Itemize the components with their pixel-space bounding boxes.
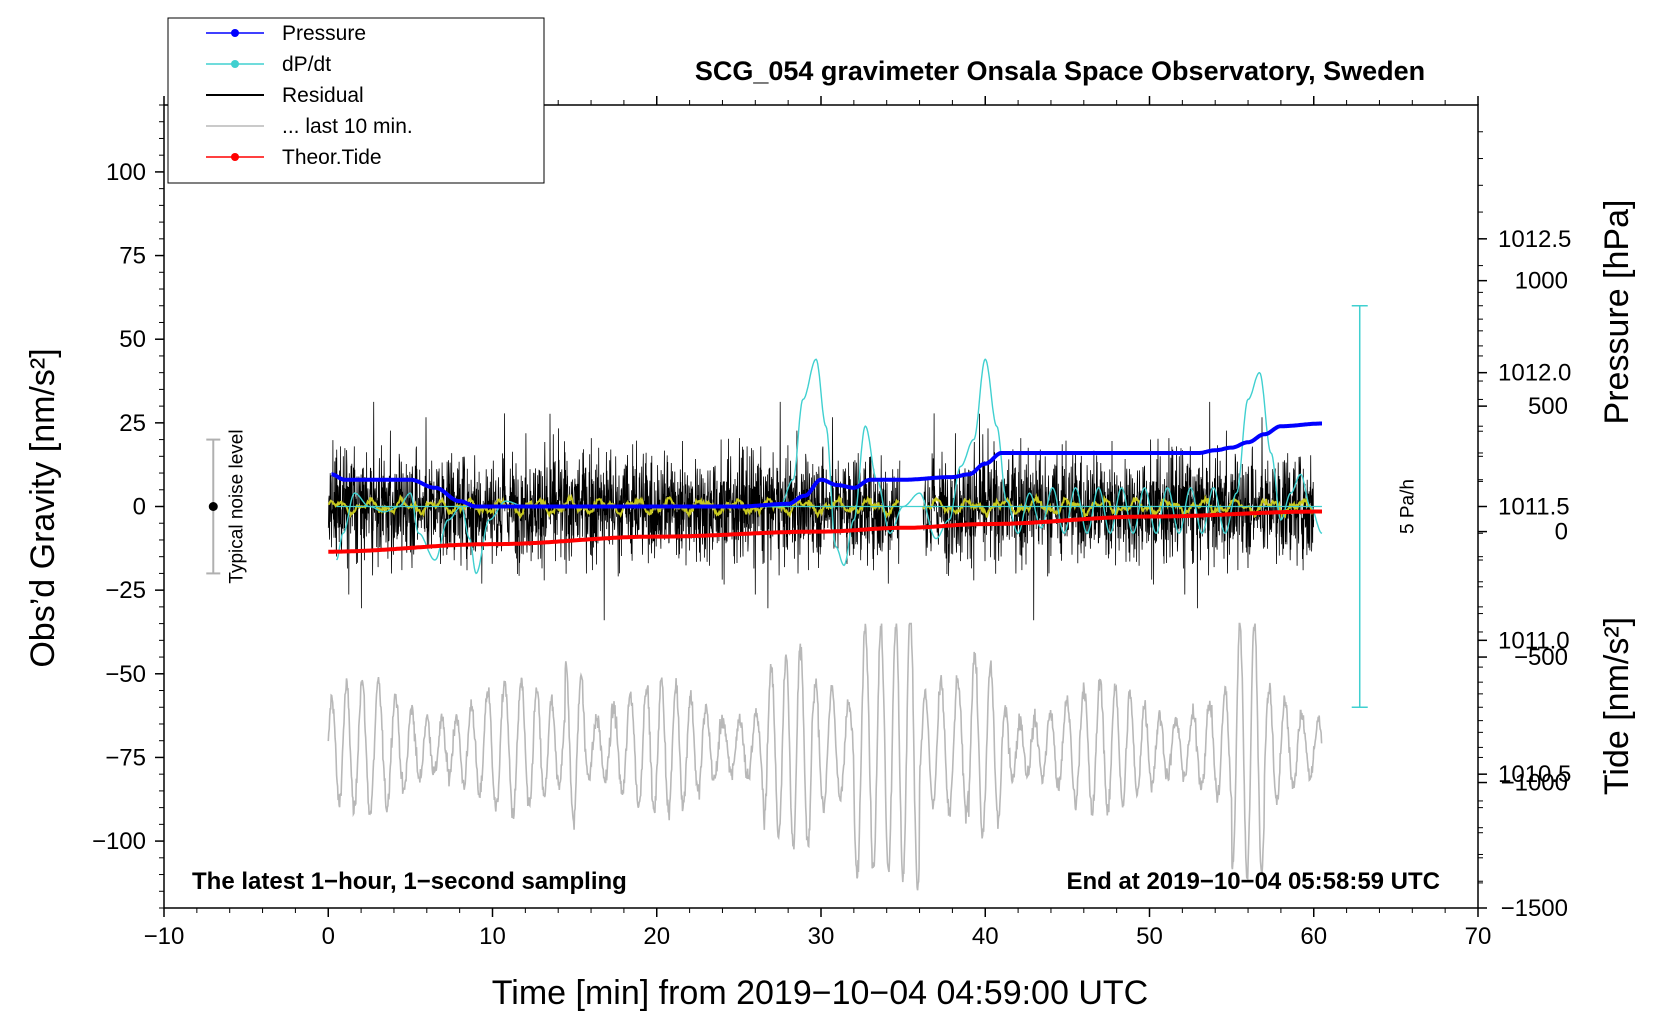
chart-title: SCG_054 gravimeter Onsala Space Observat… — [695, 56, 1425, 86]
y-tick-label: −75 — [105, 744, 146, 771]
y-tick-label: 0 — [133, 494, 146, 521]
legend-label: Residual — [282, 84, 364, 107]
data-layer — [327, 358, 1323, 891]
tide-tick-label: 0 — [1555, 519, 1568, 546]
x-tick-label: 70 — [1465, 923, 1492, 950]
y-axis-title-gravity: Obs’d Gravity [nm/s²] — [24, 348, 62, 667]
x-tick-label: −10 — [144, 923, 185, 950]
legend-label: dP/dt — [282, 53, 331, 76]
legend-marker — [231, 29, 239, 37]
tide-tick-label: 1000 — [1515, 268, 1568, 295]
legend: Pressure dP/dt Residual ... last 10 min. The… — [167, 17, 545, 184]
pressure-tick-label: 1010.5 — [1498, 761, 1571, 788]
x-tick-label: 30 — [808, 923, 835, 950]
note-sampling: The latest 1−hour, 1−second sampling — [192, 868, 627, 895]
annotations: Typical noise level 5 Pa/h — [206, 305, 1419, 708]
y-tick-label: 100 — [106, 159, 146, 186]
y-tick-label: 75 — [119, 243, 146, 270]
series-last-10-min-line — [327, 622, 1323, 891]
legend-entries: Pressure dP/dt Residual ... last 10 min. The… — [206, 22, 413, 169]
y-tick-label: −50 — [105, 661, 146, 688]
x-tick-label: 0 — [322, 923, 335, 950]
legend-label: ... last 10 min. — [282, 115, 413, 138]
y-tick-label: −100 — [92, 828, 146, 855]
noise-level-label: Typical noise level — [226, 429, 247, 583]
x-tick-label: 10 — [479, 923, 506, 950]
legend-marker — [231, 60, 239, 68]
pressure-tick-label: 1011.5 — [1498, 494, 1570, 521]
series-tide-line — [328, 509, 1322, 554]
x-tick-label: 50 — [1136, 923, 1163, 950]
axis-ticks: −10 0 10 20 30 40 50 60 701007550250−25−50−75−10… — [92, 96, 1571, 950]
tide-tick-label: −1000 — [1501, 770, 1568, 797]
y-tick-label: 50 — [119, 326, 146, 353]
rate-label: 5 Pa/h — [1398, 479, 1419, 534]
x-tick-label: 40 — [972, 923, 999, 950]
y-tick-label: −25 — [105, 577, 146, 604]
series-pressure-line — [331, 421, 1322, 509]
legend-marker — [231, 153, 239, 161]
tide-tick-label: −1500 — [1501, 895, 1568, 922]
pressure-tick-label: 1012.5 — [1498, 226, 1571, 253]
tide-tick-label: −500 — [1514, 644, 1568, 671]
y-axis-title-tide: Tide [nm/s²] — [1598, 617, 1636, 795]
legend-label: Theor.Tide — [282, 146, 382, 169]
legend-box — [167, 17, 545, 184]
series-dpdt-line — [335, 358, 1323, 575]
pressure-tick-label: 1011.0 — [1498, 627, 1570, 654]
x-tick-label: 20 — [643, 923, 670, 950]
pressure-tick-label: 1012.0 — [1498, 360, 1571, 387]
noise-center-dot — [208, 502, 218, 511]
legend-label: Pressure — [282, 22, 366, 45]
x-axis-title: Time [min] from 2019−10−04 04:59:00 UTC — [492, 974, 1148, 1012]
note-end-time: End at 2019−10−04 05:58:59 UTC — [1066, 868, 1440, 895]
series-residual-line — [327, 401, 1315, 621]
tide-tick-label: 500 — [1528, 393, 1568, 420]
y-axis-title-pressure: Pressure [hPa] — [1598, 200, 1636, 425]
x-tick-label: 60 — [1300, 923, 1327, 950]
y-tick-label: 25 — [119, 410, 146, 437]
